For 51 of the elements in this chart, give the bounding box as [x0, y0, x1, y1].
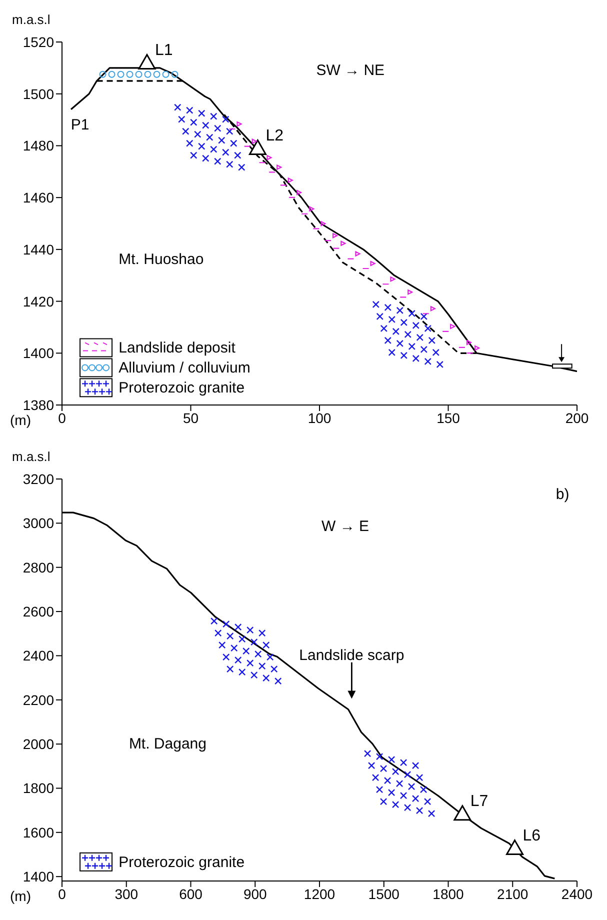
- y-tick-label: 1440: [22, 241, 54, 258]
- annotation: b): [556, 486, 570, 504]
- annotation: SW → NE: [316, 62, 385, 80]
- x-tick-label: 100: [308, 410, 332, 426]
- x-tick-label: 2100: [497, 886, 528, 902]
- x-axis-title: (m): [10, 888, 31, 904]
- x-tick-label: 0: [58, 410, 66, 426]
- y-tick-label: 1380: [22, 396, 54, 413]
- annotation: W → E: [322, 518, 369, 536]
- y-tick-label: 2000: [22, 736, 54, 752]
- x-tick-label: 1800: [432, 886, 464, 902]
- annotation: L6: [522, 828, 541, 845]
- x-tick-label: 50: [182, 410, 199, 426]
- y-tick-label: 1520: [22, 34, 54, 50]
- annotation: Mt. Huoshao: [118, 250, 204, 268]
- annotation: L1: [154, 42, 173, 59]
- y-axis-title: m.a.s.l: [12, 449, 50, 464]
- annotation: L7: [470, 793, 488, 810]
- y-tick-label: 1500: [22, 86, 54, 102]
- annotation: Proterozoic granite: [118, 854, 245, 871]
- y-tick-label: 1400: [22, 868, 54, 885]
- y-axis-title: m.a.s.l: [12, 12, 50, 27]
- annotation: L2: [266, 128, 284, 145]
- x-tick-label: 900: [243, 886, 268, 902]
- x-tick-label: 1200: [304, 886, 336, 902]
- y-tick-label: 3000: [22, 515, 54, 532]
- x-tick-label: 200: [565, 410, 589, 426]
- y-tick-label: 3200: [22, 470, 54, 487]
- y-tick-label: 1420: [22, 293, 54, 310]
- y-tick-label: 2200: [22, 692, 54, 708]
- y-tick-label: 1480: [22, 138, 54, 154]
- annotation: Landslide deposit: [118, 340, 236, 357]
- y-tick-label: 2600: [22, 603, 54, 620]
- annotation: Proterozoic granite: [118, 380, 245, 397]
- y-tick-label: 1800: [22, 780, 54, 796]
- y-tick-label: 1460: [22, 190, 54, 206]
- annotation: Landslide scarp: [299, 646, 404, 664]
- y-tick-label: 2400: [22, 648, 54, 664]
- y-tick-label: 1400: [22, 345, 54, 362]
- y-tick-label: 2800: [22, 559, 54, 576]
- x-tick-label: 2400: [561, 886, 593, 902]
- y-tick-label: 1600: [22, 824, 54, 840]
- x-tick-label: 0: [58, 886, 66, 902]
- x-tick-label: 150: [436, 410, 460, 426]
- annotation: Mt. Dagang: [128, 735, 206, 752]
- x-axis-title: (m): [10, 412, 31, 428]
- x-tick-label: 600: [179, 886, 203, 902]
- x-tick-label: 1500: [368, 886, 400, 902]
- annotation: Alluvium / colluvium: [118, 360, 250, 377]
- annotation: P1: [70, 116, 90, 134]
- x-tick-label: 300: [114, 886, 138, 902]
